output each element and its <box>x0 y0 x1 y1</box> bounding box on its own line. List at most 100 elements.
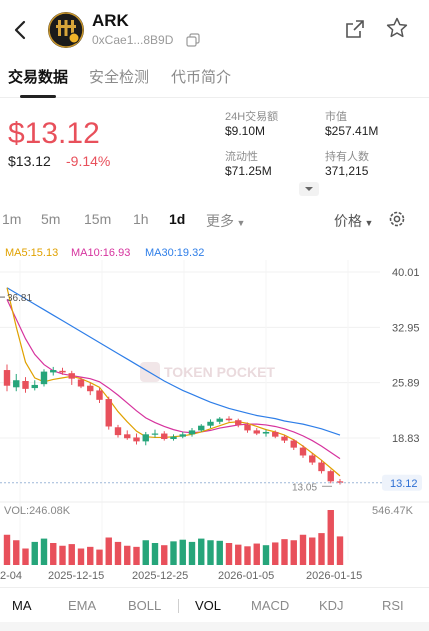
volume-bar <box>87 546 94 565</box>
indicator-rsi[interactable]: RSI <box>382 598 404 613</box>
candle-body <box>309 455 316 463</box>
candle-body <box>114 427 122 436</box>
copy-icon[interactable] <box>186 33 200 47</box>
volume-bar <box>309 537 316 565</box>
bottom-safe-area <box>0 622 429 631</box>
indicator-macd[interactable]: MACD <box>251 598 290 613</box>
candle-body <box>22 381 29 389</box>
share-icon[interactable] <box>344 18 366 40</box>
y-tick-label: 32.95 <box>392 322 420 334</box>
timeframe-15m[interactable]: 15m <box>84 211 112 227</box>
candle-body <box>207 421 214 426</box>
indicator-ema[interactable]: EMA <box>68 598 97 613</box>
star-icon[interactable] <box>385 16 409 40</box>
chevron-down-icon <box>305 187 313 191</box>
volume-bar <box>253 543 260 565</box>
more-label: 更多 <box>206 213 234 229</box>
volume-bar <box>22 548 29 565</box>
x-tick-label: 2025-12-15 <box>48 570 104 582</box>
tab-indicator <box>20 95 56 98</box>
indicator-kdj[interactable]: KDJ <box>319 598 344 613</box>
usd-price: $13.12 <box>8 153 51 169</box>
price-type-dropdown[interactable]: 价格 ▼ <box>334 211 373 231</box>
volume-bar <box>327 510 334 565</box>
candle-body <box>124 434 131 439</box>
volume-bar <box>40 538 48 565</box>
price-change: -9.14% <box>66 153 111 169</box>
indicator-ma[interactable]: MA <box>12 598 32 613</box>
ma30-line <box>6 287 341 436</box>
candle-body <box>105 399 112 427</box>
volume-bar <box>31 541 38 565</box>
candle-body <box>262 431 270 434</box>
volume-bar <box>59 545 66 565</box>
candle-body <box>133 437 140 442</box>
volume-bar <box>3 534 11 565</box>
candle-body <box>151 433 159 435</box>
expand-stats-button[interactable] <box>299 182 319 196</box>
y-tick-label: 25.89 <box>392 378 420 390</box>
last-price-tag <box>382 474 422 491</box>
candle-body <box>68 373 75 379</box>
candle-body <box>244 424 251 431</box>
candle-body <box>198 425 205 431</box>
volume-max-label: 546.47K <box>372 505 413 517</box>
tab-trading-data[interactable]: 交易数据 <box>8 69 69 86</box>
volume-bar <box>68 544 75 565</box>
volume-bar <box>272 542 279 565</box>
token-address: 0xCae1...8B9D <box>92 33 174 47</box>
caret-down-icon: ▼ <box>234 218 246 228</box>
volume-bar <box>262 545 270 565</box>
candle-body <box>40 371 48 385</box>
settings-gear-icon[interactable] <box>388 210 406 228</box>
candle-body <box>96 390 103 400</box>
indicator-boll[interactable]: BOLL <box>128 598 162 613</box>
timeframe-1d[interactable]: 1d <box>169 211 186 227</box>
tab-security-check[interactable]: 安全检测 <box>89 69 150 86</box>
candle-body <box>3 370 11 386</box>
volume-bar <box>151 543 159 565</box>
volume-bar <box>281 539 288 565</box>
candle-body <box>225 418 233 421</box>
back-arrow-icon[interactable] <box>10 16 32 44</box>
x-tick-label: 2026-01-05 <box>218 570 274 582</box>
timeframe-bar: 1m 5m 15m 1h 1d 更多 ▼ 价格 ▼ <box>0 204 429 234</box>
candle-body <box>290 440 297 448</box>
volume-bar <box>161 545 168 565</box>
volume-bar <box>105 537 112 565</box>
ma5-line <box>6 287 341 477</box>
ma5-legend: MA5:15.13 <box>5 247 59 259</box>
token-logo <box>48 12 84 48</box>
candle-body <box>170 436 177 440</box>
volume-label: VOL:246.08K <box>4 505 71 517</box>
x-tick-label: 2026-01-15 <box>306 570 362 582</box>
volume-bar <box>124 545 131 565</box>
price-type-label: 价格 <box>334 213 362 229</box>
timeframe-1h[interactable]: 1h <box>133 211 149 227</box>
timeframe-1m[interactable]: 1m <box>2 211 22 227</box>
volume-bar <box>133 546 140 565</box>
low-marker-label: 13.05 <box>292 482 317 493</box>
volume-bar <box>50 543 57 565</box>
market-cap-value: $257.41M <box>325 124 379 138</box>
x-tick-label: 2025-12-25 <box>132 570 188 582</box>
volume-bar <box>77 548 85 565</box>
volume-24h-label: 24H交易额 <box>225 111 279 123</box>
ma30-legend: MA30:19.32 <box>145 247 205 259</box>
tab-token-intro[interactable]: 代币简介 <box>171 69 232 86</box>
caret-down-icon: ▼ <box>362 218 374 228</box>
volume-bar <box>299 534 307 565</box>
volume-bar <box>114 541 122 565</box>
volume-bar <box>96 549 103 565</box>
candle-body <box>161 433 168 440</box>
volume-bar <box>170 541 177 565</box>
timeframe-5m[interactable]: 5m <box>41 211 61 227</box>
price-chart[interactable]: TOKEN POCKET 40.01 32.95 25.89 18.83 36.81 1… <box>0 240 429 585</box>
more-timeframes-button[interactable]: 更多 ▼ <box>206 211 245 231</box>
high-marker-label: 36.81 <box>7 293 32 304</box>
indicator-vol[interactable]: VOL <box>195 598 222 613</box>
candle-body <box>50 370 57 373</box>
candle-body <box>13 380 20 388</box>
volume-bar <box>244 546 251 565</box>
volume-bar <box>198 538 205 565</box>
